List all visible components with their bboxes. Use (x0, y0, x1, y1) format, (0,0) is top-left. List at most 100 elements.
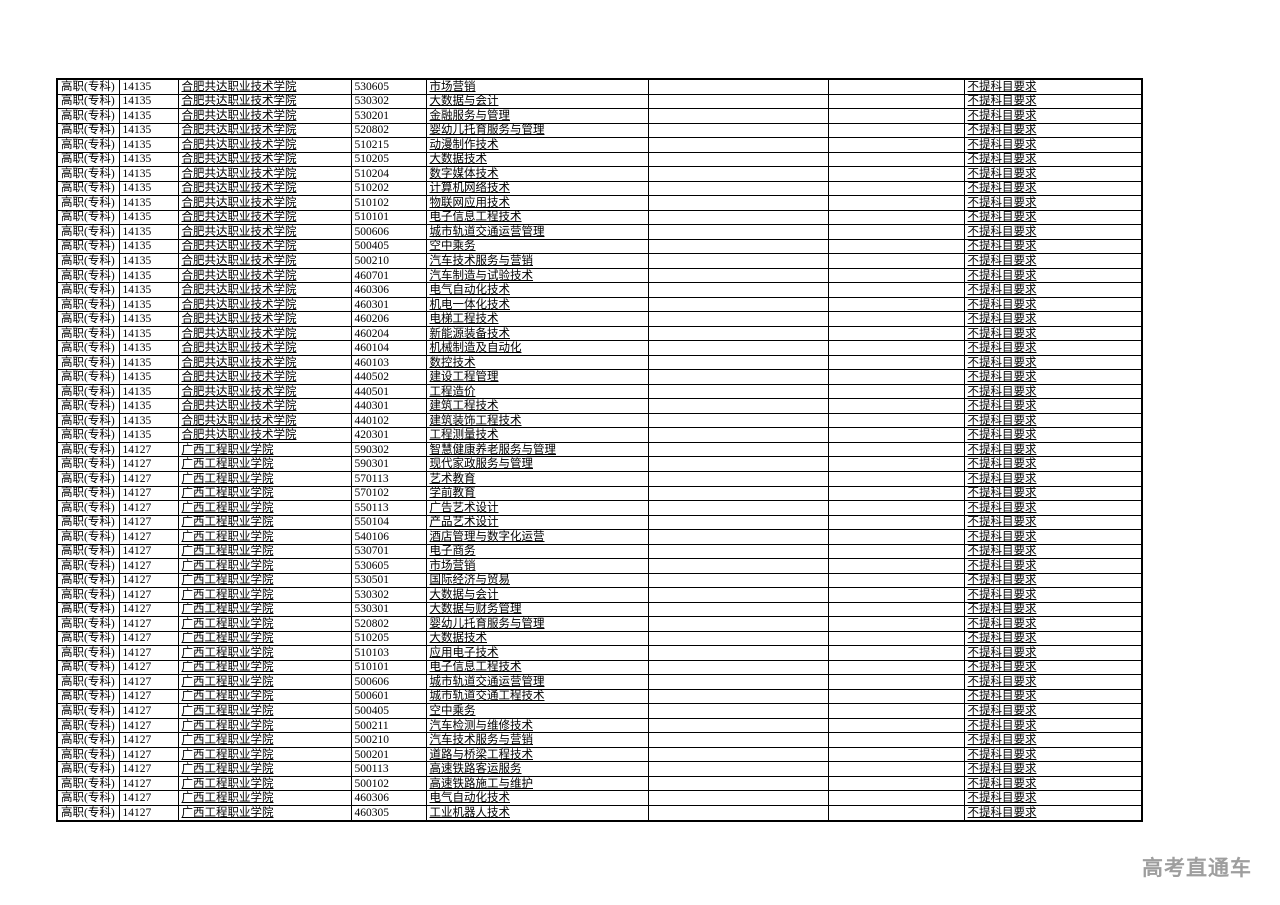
table-row: 高职(专科) 14135 合肥共达职业技术学院 510101 电子信息工程技术 不提科目要… (56, 209, 1143, 226)
cell-major-code: 540106 (350, 529, 427, 545)
cell-major-code: 590301 (350, 456, 427, 472)
cell-empty-1 (647, 500, 829, 516)
cell-school-code: 14135 (118, 398, 179, 414)
cell-major-name: 城市轨道交通工程技术 (425, 688, 649, 705)
cell-school-name: 合肥共达职业技术学院 (177, 267, 352, 284)
cell-school-code: 14127 (118, 790, 179, 806)
cell-school-code: 14127 (118, 587, 179, 603)
cell-empty-1 (647, 514, 829, 531)
cell-empty-1 (647, 790, 829, 806)
cell-level: 高职(专科) (56, 587, 120, 603)
cell-major-name: 酒店管理与数字化运营 (425, 529, 649, 545)
cell-empty-1 (647, 253, 829, 269)
table-row: 高职(专科) 14127 广西工程职业学院 500211 汽车检测与维修技术 不提科目要求 (56, 717, 1143, 734)
cell-school-code: 14135 (118, 151, 179, 168)
cell-school-name: 合肥共达职业技术学院 (177, 340, 352, 356)
cell-school-code: 14135 (118, 209, 179, 226)
cell-subject-requirement: 不提科目要求 (963, 122, 1143, 139)
cell-empty-2 (827, 659, 965, 676)
cell-level: 高职(专科) (56, 253, 120, 269)
cell-subject-requirement: 不提科目要求 (963, 645, 1143, 661)
cell-empty-2 (827, 354, 965, 371)
table-row: 高职(专科) 14135 合肥共达职业技术学院 510215 动漫制作技术 不提科目要求 (56, 137, 1143, 153)
cell-major-name: 城市轨道交通运营管理 (425, 224, 649, 240)
cell-empty-2 (827, 267, 965, 284)
cell-subject-requirement: 不提科目要求 (963, 340, 1143, 356)
cell-level: 高职(专科) (56, 761, 120, 777)
cell-level: 高职(专科) (56, 514, 120, 531)
cell-major-name: 数控技术 (425, 354, 649, 371)
cell-major-code: 460701 (350, 267, 427, 284)
cell-school-code: 14135 (118, 412, 179, 429)
cell-major-name: 学前教育 (425, 485, 649, 501)
cell-empty-2 (827, 456, 965, 472)
cell-level: 高职(专科) (56, 93, 120, 110)
cell-major-name: 大数据与会计 (425, 587, 649, 603)
cell-major-name: 市场营销 (425, 78, 649, 95)
table-row: 高职(专科) 14127 广西工程职业学院 460305 工业机器人技术 不提科目要求 (56, 804, 1143, 822)
table-row: 高职(专科) 14135 合肥共达职业技术学院 500405 空中乘务 不提科目要求 (56, 238, 1143, 255)
cell-empty-1 (647, 645, 829, 661)
cell-school-name: 广西工程职业学院 (177, 500, 352, 516)
cell-subject-requirement: 不提科目要求 (963, 354, 1143, 371)
cell-school-code: 14135 (118, 78, 179, 95)
cell-empty-1 (647, 746, 829, 763)
cell-empty-2 (827, 253, 965, 269)
cell-empty-1 (647, 412, 829, 429)
cell-empty-1 (647, 209, 829, 226)
cell-school-code: 14135 (118, 296, 179, 313)
cell-empty-1 (647, 601, 829, 618)
table-row: 高职(专科) 14135 合肥共达职业技术学院 460104 机械制造及自动化 不提科目要… (56, 340, 1143, 356)
cell-level: 高职(专科) (56, 543, 120, 560)
cell-major-name: 广告艺术设计 (425, 500, 649, 516)
cell-empty-1 (647, 398, 829, 414)
cell-major-code: 510204 (350, 166, 427, 182)
cell-level: 高职(专科) (56, 471, 120, 487)
cell-empty-2 (827, 587, 965, 603)
cell-school-code: 14135 (118, 238, 179, 255)
cell-level: 高职(专科) (56, 180, 120, 197)
cell-empty-1 (647, 529, 829, 545)
cell-school-code: 14135 (118, 340, 179, 356)
table-row: 高职(专科) 14127 广西工程职业学院 500102 高速铁路施工与维护 不提科目要求 (56, 775, 1143, 792)
table-row: 高职(专科) 14127 广西工程职业学院 500405 空中乘务 不提科目要求 (56, 703, 1143, 719)
cell-level: 高职(专科) (56, 122, 120, 139)
cell-major-code: 510102 (350, 195, 427, 211)
cell-school-name: 广西工程职业学院 (177, 717, 352, 734)
cell-level: 高职(专科) (56, 529, 120, 545)
cell-major-code: 530501 (350, 572, 427, 589)
cell-major-code: 460306 (350, 790, 427, 806)
cell-school-code: 14127 (118, 674, 179, 690)
cell-empty-2 (827, 238, 965, 255)
table-row: 高职(专科) 14127 广西工程职业学院 570113 艺术教育 不提科目要求 (56, 471, 1143, 487)
cell-level: 高职(专科) (56, 383, 120, 400)
cell-level: 高职(专科) (56, 282, 120, 298)
cell-subject-requirement: 不提科目要求 (963, 543, 1143, 560)
cell-major-name: 高速铁路施工与维护 (425, 775, 649, 792)
cell-major-code: 570102 (350, 485, 427, 501)
cell-school-name: 合肥共达职业技术学院 (177, 296, 352, 313)
cell-empty-2 (827, 558, 965, 574)
cell-level: 高职(专科) (56, 703, 120, 719)
cell-subject-requirement: 不提科目要求 (963, 471, 1143, 487)
cell-subject-requirement: 不提科目要求 (963, 383, 1143, 400)
cell-subject-requirement: 不提科目要求 (963, 558, 1143, 574)
cell-major-name: 汽车制造与试验技术 (425, 267, 649, 284)
cell-school-name: 广西工程职业学院 (177, 587, 352, 603)
cell-major-name: 空中乘务 (425, 238, 649, 255)
cell-level: 高职(专科) (56, 427, 120, 443)
cell-major-name: 机电一体化技术 (425, 296, 649, 313)
cell-empty-2 (827, 166, 965, 182)
cell-empty-1 (647, 456, 829, 472)
cell-empty-2 (827, 572, 965, 589)
cell-subject-requirement: 不提科目要求 (963, 137, 1143, 153)
table-row: 高职(专科) 14127 广西工程职业学院 590302 智慧健康养老服务与管理 不提科目… (56, 441, 1143, 458)
cell-empty-2 (827, 500, 965, 516)
cell-major-name: 汽车技术服务与营销 (425, 253, 649, 269)
cell-major-code: 460103 (350, 354, 427, 371)
table-row: 高职(专科) 14135 合肥共达职业技术学院 500606 城市轨道交通运营管理 不提科… (56, 224, 1143, 240)
cell-school-name: 广西工程职业学院 (177, 659, 352, 676)
table-row: 高职(专科) 14127 广西工程职业学院 530302 大数据与会计 不提科目要求 (56, 587, 1143, 603)
cell-major-code: 460305 (350, 804, 427, 822)
cell-empty-1 (647, 572, 829, 589)
